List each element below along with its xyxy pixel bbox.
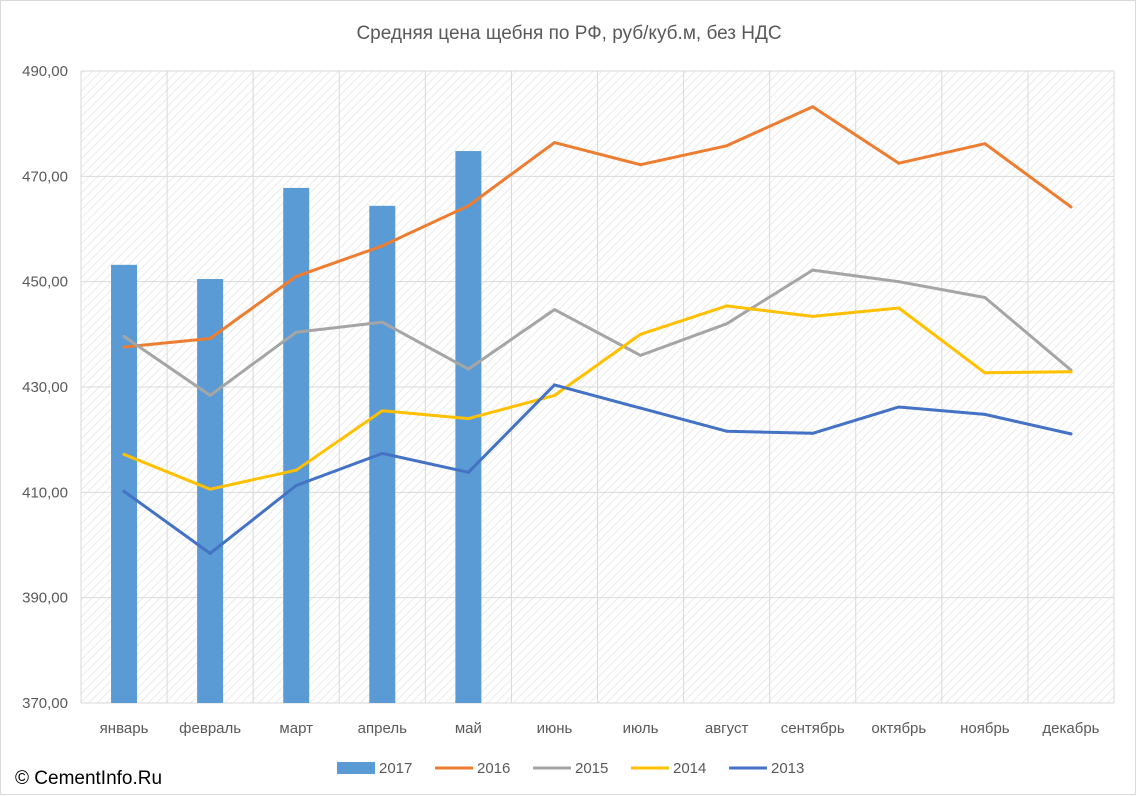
point-2015-сентябрь: [811, 268, 815, 272]
legend-label-2017: 2017: [379, 760, 412, 777]
point-2015-июль: [639, 353, 643, 357]
point-2015-ноябрь: [983, 295, 987, 299]
point-2016-сентябрь: [811, 105, 815, 109]
point-2013-ноябрь: [983, 412, 987, 416]
y-tick-label: 490,00: [22, 63, 68, 80]
point-2016-январь: [122, 345, 126, 349]
point-2015-май: [466, 367, 470, 371]
line-series-2014: [122, 304, 1073, 491]
x-tick-label: октябрь: [871, 720, 926, 737]
point-2013-апрель: [380, 451, 384, 455]
point-2013-февраль: [208, 551, 212, 555]
x-tick-label: август: [705, 720, 749, 737]
y-axis: 370,00 390,00 410,00 430,00 450,00 470,00 490,…: [22, 63, 68, 712]
y-tick-label: 450,00: [22, 274, 68, 291]
y-tick-label: 470,00: [22, 168, 68, 185]
y-tick-label: 430,00: [22, 379, 68, 396]
point-2015-апрель: [380, 320, 384, 324]
x-tick-label: май: [455, 720, 482, 737]
point-2013-январь: [122, 489, 126, 493]
point-2014-ноябрь: [983, 371, 987, 375]
point-2016-июль: [639, 163, 643, 167]
point-2015-февраль: [208, 393, 212, 397]
point-2016-октябрь: [897, 161, 901, 165]
line-series-2016: [122, 105, 1073, 349]
line-series-2015: [122, 268, 1073, 397]
point-2013-июль: [639, 406, 643, 410]
point-2016-август: [725, 144, 729, 148]
x-tick-label: апрель: [358, 720, 407, 737]
point-2016-апрель: [380, 244, 384, 248]
point-2016-июнь: [552, 141, 556, 145]
point-2013-август: [725, 429, 729, 433]
legend-label-2014: 2014: [673, 760, 706, 777]
point-2015-октябрь: [897, 280, 901, 284]
point-2014-февраль: [208, 487, 212, 491]
point-2013-июнь: [552, 383, 556, 387]
point-2013-март: [294, 483, 298, 487]
x-tick-label: июль: [623, 720, 659, 737]
point-2014-март: [294, 468, 298, 472]
point-2014-сентябрь: [811, 314, 815, 318]
point-2014-июнь: [552, 393, 556, 397]
bar-2017-март: [283, 187, 310, 704]
x-tick-label: февраль: [179, 720, 241, 737]
point-2014-июль: [639, 332, 643, 336]
credit-text: © CementInfo.Ru: [15, 768, 163, 789]
x-tick-label: июнь: [537, 720, 573, 737]
y-tick-label: 410,00: [22, 484, 68, 501]
point-2014-октябрь: [897, 306, 901, 310]
x-tick-label: март: [279, 720, 313, 737]
y-tick-label: 390,00: [22, 590, 68, 607]
point-2013-октябрь: [897, 405, 901, 409]
point-2013-декабрь: [1069, 432, 1073, 436]
x-tick-label: декабрь: [1042, 720, 1099, 737]
legend-swatch-2017: [337, 762, 375, 774]
x-tick-label: ноябрь: [960, 720, 1010, 737]
y-tick-label: 370,00: [22, 695, 68, 712]
point-2013-май: [466, 470, 470, 474]
point-2014-апрель: [380, 409, 384, 413]
point-2016-февраль: [208, 337, 212, 341]
point-2016-май: [466, 204, 470, 208]
line-series: [122, 105, 1073, 555]
point-2015-январь: [122, 334, 126, 338]
x-tick-label: сентябрь: [781, 720, 845, 737]
legend-label-2015: 2015: [575, 760, 608, 777]
point-2015-август: [725, 322, 729, 326]
point-2016-март: [294, 274, 298, 278]
line-series-2013: [122, 383, 1073, 555]
bar-2017-январь: [111, 264, 138, 703]
point-2016-декабрь: [1069, 205, 1073, 209]
legend-label-2016: 2016: [477, 760, 510, 777]
point-2013-сентябрь: [811, 431, 815, 435]
legend-label-2013: 2013: [771, 760, 804, 777]
point-2014-декабрь: [1069, 370, 1073, 374]
point-2014-январь: [122, 452, 126, 456]
point-2014-май: [466, 417, 470, 421]
x-tick-label: январь: [100, 720, 149, 737]
gridlines: [80, 70, 1115, 704]
point-2015-июнь: [552, 308, 556, 312]
bar-2017-май: [455, 151, 482, 703]
bar-2017-февраль: [197, 279, 224, 703]
point-2016-ноябрь: [983, 142, 987, 146]
point-2014-август: [725, 304, 729, 308]
point-2015-март: [294, 330, 298, 334]
x-axis: январь февраль март апрель май июнь июль август…: [100, 720, 1100, 737]
legend: 2017 2016 2015 2014 2013: [337, 760, 804, 777]
chart-title: Средняя цена щебня по РФ, руб/куб.м, без…: [356, 23, 781, 44]
